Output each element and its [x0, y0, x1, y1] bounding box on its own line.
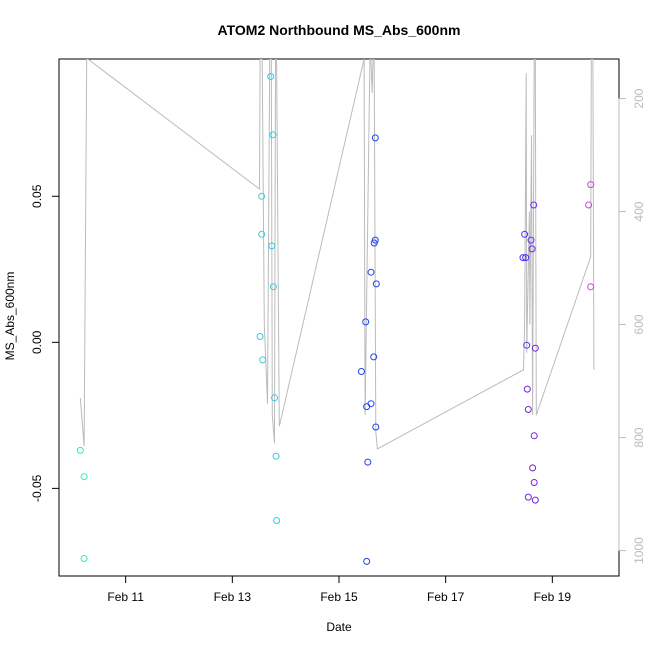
data-point	[530, 432, 538, 440]
y2-tick-label: 200	[632, 88, 646, 108]
y-tick-label: 0.00	[30, 330, 44, 354]
y2-tick-label: 600	[632, 314, 646, 334]
chart-title: ATOM2 Northbound MS_Abs_600nm	[218, 22, 461, 38]
data-point	[371, 236, 379, 244]
data-point	[524, 406, 532, 413]
x-tick-label: Feb 13	[214, 590, 252, 604]
data-point	[372, 280, 380, 288]
x-axis: Feb 11 Feb 13 Feb 15 Feb 17 Feb 19	[107, 575, 572, 604]
x-tick-label: Feb 15	[320, 590, 358, 604]
y2-axis: 200 400 600 800 1000	[618, 88, 646, 564]
y-tick-label: -0.05	[30, 474, 44, 502]
data-point	[76, 446, 84, 454]
data-point	[367, 400, 375, 408]
x-tick-label: Feb 11	[107, 590, 144, 604]
data-point	[527, 236, 535, 244]
data-point	[522, 254, 530, 262]
line-layer	[79, 59, 595, 450]
y2-tick-label: 800	[632, 427, 646, 447]
data-point	[367, 268, 375, 276]
data-point	[530, 479, 538, 486]
plot-frame	[58, 58, 620, 577]
data-point	[521, 230, 529, 238]
data-point	[272, 452, 280, 460]
data-point	[523, 341, 531, 349]
data-point	[528, 245, 536, 253]
data-point	[364, 458, 372, 466]
data-point	[256, 333, 264, 340]
data-point	[585, 201, 593, 209]
data-point	[80, 555, 88, 562]
data-point	[371, 134, 379, 142]
data-point	[519, 254, 527, 262]
data-point	[530, 201, 538, 209]
x-tick-label: Feb 19	[534, 590, 572, 604]
y2-tick-label: 1000	[632, 537, 646, 564]
secondary-series-line	[79, 59, 595, 450]
data-point	[531, 344, 539, 352]
data-point	[258, 192, 266, 200]
data-point	[523, 385, 531, 393]
points-layer	[76, 73, 595, 565]
data-point	[531, 496, 539, 504]
data-point	[269, 131, 277, 139]
data-point	[259, 356, 267, 364]
data-point	[587, 181, 595, 189]
data-point	[524, 493, 532, 501]
y-tick-label: 0.05	[30, 184, 44, 208]
data-point	[587, 283, 595, 291]
data-point	[357, 368, 365, 375]
data-point	[372, 423, 380, 431]
data-point	[268, 242, 276, 250]
data-point	[529, 464, 537, 472]
data-point	[370, 353, 378, 361]
data-point	[273, 517, 281, 524]
data-point	[362, 318, 370, 326]
y-axis: -0.05 0.00 0.05	[30, 184, 60, 502]
data-point	[267, 73, 275, 80]
y2-tick-label: 400	[632, 201, 646, 221]
y-axis-label: MS_Abs_600nm	[3, 272, 17, 361]
data-point	[80, 473, 88, 481]
x-tick-label: Feb 17	[427, 590, 465, 604]
data-point	[363, 557, 371, 565]
x-axis-label: Date	[326, 620, 352, 634]
data-point	[269, 283, 277, 291]
data-point	[258, 230, 266, 238]
data-point	[271, 394, 278, 402]
